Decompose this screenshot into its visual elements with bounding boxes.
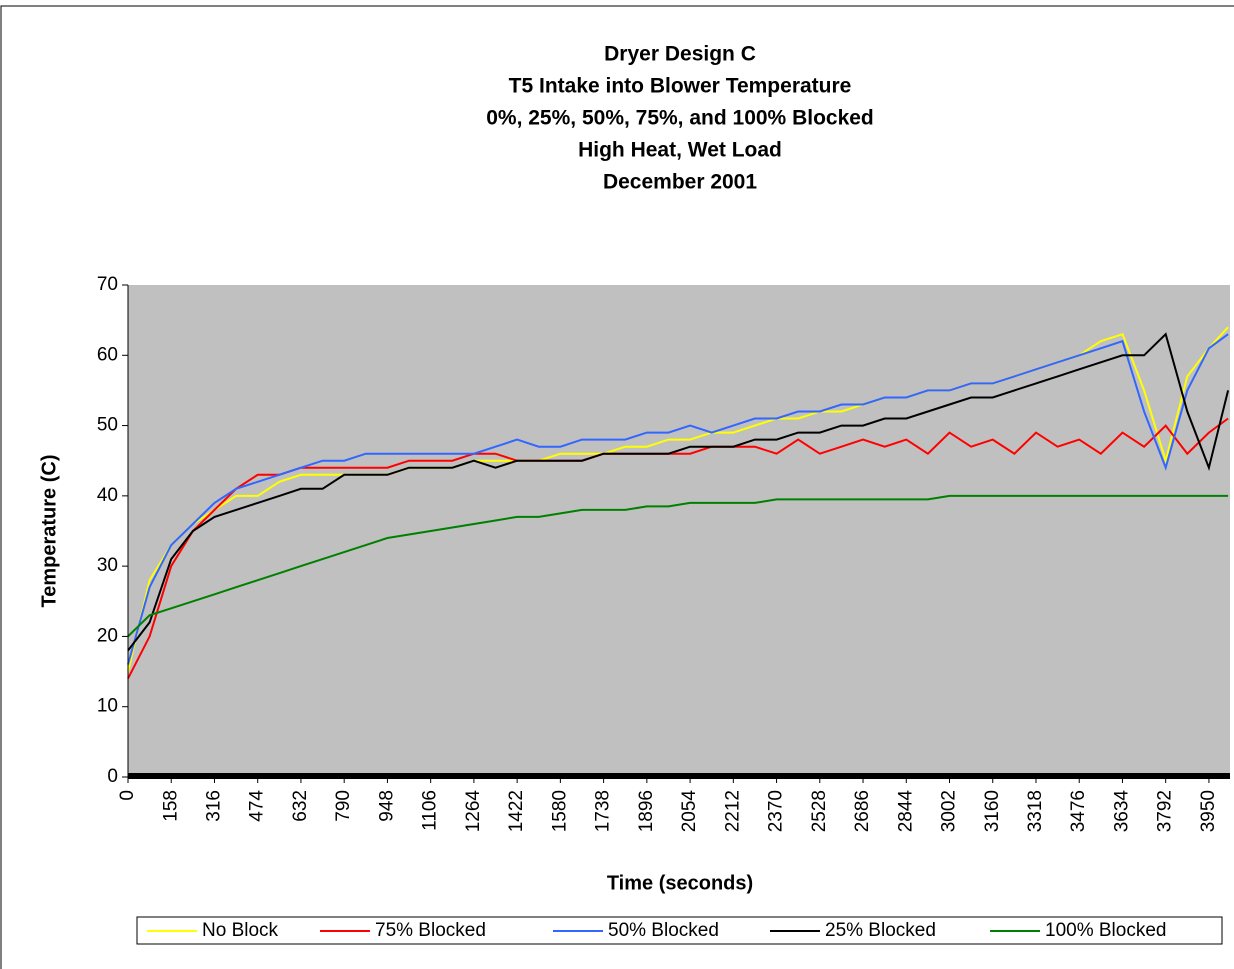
y-axis-label: Temperature (C) [38, 455, 60, 608]
legend-label: 100% Blocked [1045, 920, 1166, 941]
x-tick-label: 1580 [549, 790, 570, 832]
y-tick-label: 0 [107, 766, 118, 787]
x-tick-label: 2212 [722, 790, 743, 832]
x-tick-label: 1106 [420, 790, 441, 831]
x-tick-label: 474 [247, 790, 268, 822]
y-tick-label: 30 [97, 555, 118, 576]
x-tick-label: 1264 [463, 790, 484, 833]
legend-label: 75% Blocked [375, 920, 486, 941]
legend-label: No Block [202, 920, 279, 941]
x-tick-label: 3950 [1198, 790, 1219, 832]
chart-title: 0%, 25%, 50%, 75%, and 100% Blocked [486, 107, 874, 130]
x-tick-label: 3002 [939, 790, 960, 832]
y-tick-label: 40 [97, 485, 118, 506]
series-line [127, 333, 1229, 665]
x-tick-label: 3318 [1025, 790, 1046, 832]
y-tick-label: 10 [97, 696, 118, 717]
x-tick-label: 1738 [593, 790, 614, 832]
y-tick-label: 60 [97, 344, 118, 365]
x-tick-label: 158 [160, 790, 181, 822]
x-tick-label: 1422 [506, 790, 527, 832]
series-line [127, 332, 1230, 652]
chart-title: December 2001 [603, 171, 757, 194]
x-tick-label: 2054 [679, 790, 700, 833]
chart-title: T5 Intake into Blower Temperature [509, 75, 852, 98]
chart-title: High Heat, Wet Load [578, 139, 782, 162]
x-tick-label: 2370 [766, 790, 787, 832]
x-tick-label: 948 [376, 790, 397, 822]
plot-area [128, 285, 1230, 777]
series-line [127, 494, 1229, 638]
x-tick-label: 3476 [1068, 790, 1089, 832]
x-tick-label: 2528 [809, 790, 830, 832]
chart-title: Dryer Design C [604, 43, 756, 66]
x-tick-label: 632 [290, 790, 311, 822]
x-tick-label: 3634 [1111, 790, 1132, 833]
legend-label: 25% Blocked [825, 920, 936, 941]
x-tick-label: 316 [203, 790, 224, 822]
x-tick-label: 1896 [636, 790, 657, 832]
x-tick-label: 790 [333, 790, 354, 822]
series-line [127, 417, 1229, 680]
x-tick-label: 0 [117, 790, 138, 801]
y-tick-label: 50 [97, 415, 118, 436]
legend-label: 50% Blocked [608, 920, 719, 941]
y-tick-label: 70 [97, 274, 118, 295]
x-tick-label: 2844 [895, 790, 916, 833]
y-tick-label: 20 [97, 625, 118, 646]
x-tick-label: 2686 [852, 790, 873, 832]
x-axis-label: Time (seconds) [607, 872, 753, 894]
legend-box [136, 916, 1223, 945]
x-tick-label: 3792 [1155, 790, 1176, 832]
x-tick-label: 3160 [982, 790, 1003, 832]
